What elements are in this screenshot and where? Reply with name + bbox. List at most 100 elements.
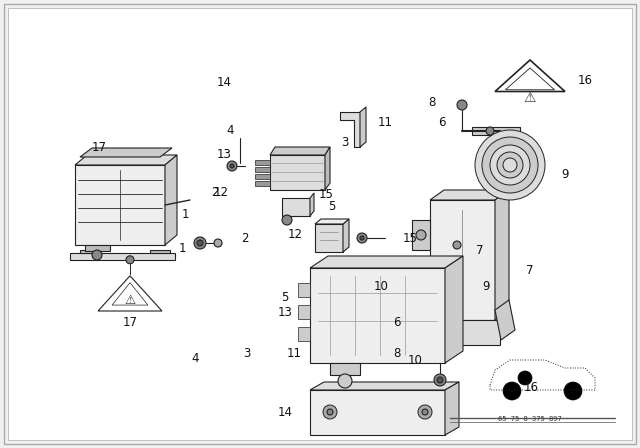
Circle shape xyxy=(422,409,428,415)
Polygon shape xyxy=(495,60,565,91)
Text: 5: 5 xyxy=(281,291,289,305)
Text: 13: 13 xyxy=(216,148,232,161)
Bar xyxy=(255,167,270,172)
Polygon shape xyxy=(425,320,500,345)
Circle shape xyxy=(418,405,432,419)
Polygon shape xyxy=(270,155,325,190)
Text: 7: 7 xyxy=(526,263,534,276)
Text: 16: 16 xyxy=(577,73,593,86)
Polygon shape xyxy=(282,198,310,216)
Text: 15: 15 xyxy=(319,188,334,202)
Polygon shape xyxy=(360,107,366,147)
Text: 16: 16 xyxy=(524,381,539,394)
Polygon shape xyxy=(495,190,509,320)
Polygon shape xyxy=(315,219,349,224)
Text: 4: 4 xyxy=(227,124,234,137)
Text: 11: 11 xyxy=(378,116,392,129)
Circle shape xyxy=(497,152,523,178)
Circle shape xyxy=(230,164,234,168)
Polygon shape xyxy=(70,253,175,260)
Polygon shape xyxy=(310,193,314,216)
Circle shape xyxy=(327,409,333,415)
Circle shape xyxy=(518,371,532,385)
Text: 14: 14 xyxy=(278,405,292,418)
Circle shape xyxy=(357,233,367,243)
Text: 2: 2 xyxy=(211,186,218,199)
Text: 10: 10 xyxy=(408,353,422,366)
Text: 11: 11 xyxy=(287,347,302,361)
Polygon shape xyxy=(445,256,463,363)
Circle shape xyxy=(282,215,292,225)
Polygon shape xyxy=(80,148,172,157)
Circle shape xyxy=(92,250,102,260)
Polygon shape xyxy=(310,390,445,435)
Polygon shape xyxy=(315,224,343,252)
Polygon shape xyxy=(310,256,463,268)
Text: 1: 1 xyxy=(179,242,186,255)
Text: 65 75 8 375 897: 65 75 8 375 897 xyxy=(498,416,562,422)
Circle shape xyxy=(416,230,426,240)
Circle shape xyxy=(126,256,134,264)
Circle shape xyxy=(503,382,521,400)
Polygon shape xyxy=(340,112,360,147)
Polygon shape xyxy=(412,220,430,250)
Text: 15: 15 xyxy=(403,232,417,245)
Circle shape xyxy=(475,130,545,200)
Text: 17: 17 xyxy=(122,316,138,329)
Polygon shape xyxy=(325,147,330,190)
Polygon shape xyxy=(75,155,177,165)
Text: 10: 10 xyxy=(373,280,388,293)
Text: 5: 5 xyxy=(328,199,336,212)
Text: 8: 8 xyxy=(428,96,436,109)
Text: 9: 9 xyxy=(561,168,569,181)
Circle shape xyxy=(482,137,538,193)
Polygon shape xyxy=(330,363,360,375)
Polygon shape xyxy=(165,155,177,245)
Bar xyxy=(298,283,310,297)
Circle shape xyxy=(503,158,517,172)
Circle shape xyxy=(214,239,222,247)
Text: 3: 3 xyxy=(243,347,250,361)
Text: 13: 13 xyxy=(278,306,292,319)
Text: 4: 4 xyxy=(191,352,199,365)
Bar xyxy=(255,160,270,165)
Text: 7: 7 xyxy=(476,244,484,258)
Polygon shape xyxy=(80,250,100,253)
Text: ⚠: ⚠ xyxy=(124,293,136,306)
Circle shape xyxy=(227,161,237,171)
Circle shape xyxy=(564,382,582,400)
Circle shape xyxy=(360,236,364,240)
Circle shape xyxy=(194,237,206,249)
Circle shape xyxy=(323,405,337,419)
Text: 17: 17 xyxy=(92,141,107,155)
Bar xyxy=(298,327,310,341)
Polygon shape xyxy=(150,250,170,253)
Polygon shape xyxy=(430,190,509,200)
Text: 9: 9 xyxy=(483,280,490,293)
Polygon shape xyxy=(506,68,554,90)
Polygon shape xyxy=(112,283,148,305)
Bar xyxy=(255,181,270,186)
Text: 12: 12 xyxy=(287,228,303,241)
Polygon shape xyxy=(445,382,459,435)
Polygon shape xyxy=(98,276,162,311)
Polygon shape xyxy=(310,268,445,363)
Text: 1: 1 xyxy=(181,208,189,221)
Bar xyxy=(255,174,270,179)
Polygon shape xyxy=(495,300,515,340)
Polygon shape xyxy=(85,245,110,251)
Polygon shape xyxy=(343,219,349,252)
Polygon shape xyxy=(270,147,330,155)
Text: 12: 12 xyxy=(213,186,228,199)
Circle shape xyxy=(490,145,530,185)
Circle shape xyxy=(338,374,352,388)
Polygon shape xyxy=(472,127,520,135)
Polygon shape xyxy=(75,165,165,245)
Text: ⚠: ⚠ xyxy=(524,91,536,105)
Text: 2: 2 xyxy=(241,232,249,245)
Polygon shape xyxy=(430,200,495,320)
Text: 14: 14 xyxy=(216,76,232,90)
Text: 6: 6 xyxy=(393,316,401,329)
Circle shape xyxy=(457,100,467,110)
Circle shape xyxy=(434,374,446,386)
